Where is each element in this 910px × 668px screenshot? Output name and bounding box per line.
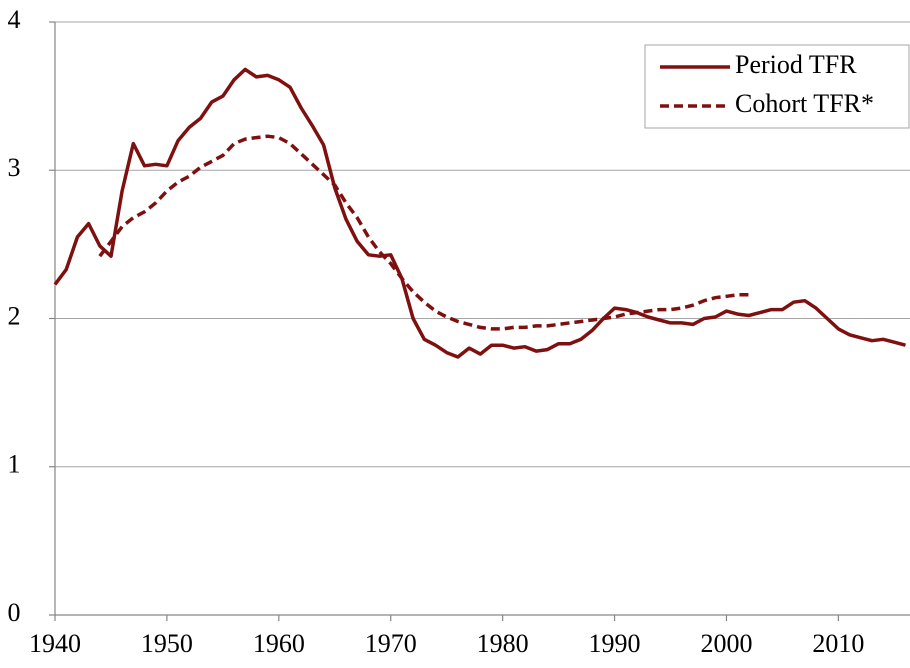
- x-tick-label: 1960: [253, 629, 305, 658]
- series-line: [98, 134, 749, 331]
- x-tick-label: 2010: [812, 629, 864, 658]
- x-tick-label: 1950: [141, 629, 193, 658]
- legend-label: Cohort TFR*: [735, 89, 874, 118]
- x-tick-label: 1940: [29, 629, 81, 658]
- y-tick-label: 4: [8, 5, 21, 34]
- x-tick-label: 1980: [477, 629, 529, 658]
- legend-label: Period TFR: [735, 50, 857, 79]
- y-tick-label: 3: [8, 153, 21, 182]
- x-tick-label: 1970: [365, 629, 417, 658]
- x-tick-label: 2000: [700, 629, 752, 658]
- legend-box: [644, 44, 910, 129]
- x-tick-label: 1990: [589, 629, 641, 658]
- y-tick-label: 0: [8, 598, 21, 627]
- y-tick-label: 2: [8, 301, 21, 330]
- series-line: [53, 67, 906, 359]
- y-tick-label: 1: [8, 450, 21, 479]
